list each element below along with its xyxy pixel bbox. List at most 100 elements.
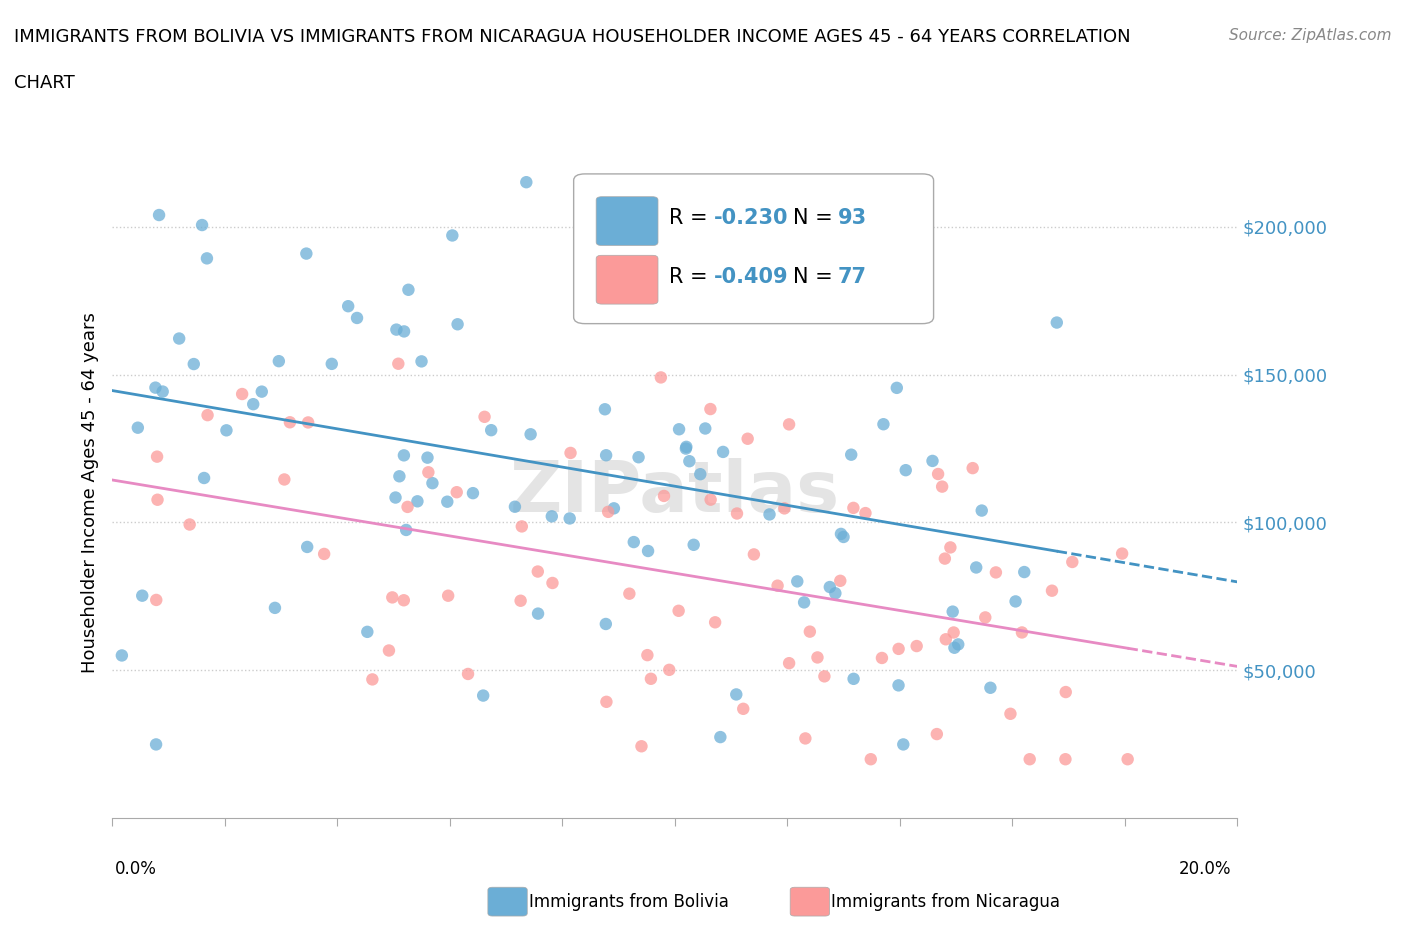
Point <box>264 601 287 616</box>
Point <box>658 662 681 677</box>
Text: Immigrants from Bolivia: Immigrants from Bolivia <box>529 893 728 911</box>
Point <box>905 639 928 654</box>
Point <box>842 671 865 686</box>
Point <box>786 574 808 589</box>
Point <box>195 251 218 266</box>
Point <box>295 246 318 261</box>
Point <box>396 499 419 514</box>
Point <box>148 207 170 222</box>
Point <box>593 402 616 417</box>
Point <box>948 637 970 652</box>
Point <box>675 439 697 454</box>
Point <box>794 731 817 746</box>
Point <box>689 467 711 482</box>
Point <box>183 356 205 371</box>
Point <box>392 448 415 463</box>
Point <box>640 671 662 686</box>
Point <box>742 547 765 562</box>
Point <box>725 506 748 521</box>
Point <box>623 535 645 550</box>
Point <box>503 499 526 514</box>
Point <box>558 511 581 525</box>
Point <box>273 472 295 487</box>
Point <box>295 539 318 554</box>
Point <box>636 647 658 662</box>
Point <box>406 494 429 509</box>
Text: 0.0%: 0.0% <box>115 860 157 878</box>
Point <box>799 624 821 639</box>
Point <box>824 586 846 601</box>
Point <box>695 421 717 436</box>
Point <box>152 384 174 399</box>
Text: -0.230: -0.230 <box>714 208 789 228</box>
Point <box>215 423 238 438</box>
Point <box>1000 707 1022 722</box>
Point <box>630 738 652 753</box>
Point <box>879 243 901 258</box>
Point <box>146 492 169 507</box>
Point <box>793 595 815 610</box>
Point <box>595 617 617 631</box>
Point <box>392 592 415 607</box>
Point <box>437 589 460 604</box>
Point <box>297 415 319 430</box>
Point <box>887 678 910 693</box>
Point <box>748 276 770 291</box>
Point <box>388 469 411 484</box>
Point <box>668 604 690 618</box>
Point <box>943 640 966 655</box>
Point <box>614 302 637 317</box>
Point <box>540 509 562 524</box>
Text: N =: N = <box>793 267 839 286</box>
Point <box>927 467 949 482</box>
Point <box>384 490 406 505</box>
Point <box>894 463 917 478</box>
Point <box>131 589 153 604</box>
Point <box>931 479 953 494</box>
Point <box>737 432 759 446</box>
Point <box>457 667 479 682</box>
Point <box>267 353 290 368</box>
Point <box>111 648 134 663</box>
Point <box>1012 565 1035 579</box>
Point <box>509 593 531 608</box>
Point <box>1054 751 1077 766</box>
Point <box>921 454 943 469</box>
Point <box>146 449 169 464</box>
Point <box>1011 625 1033 640</box>
Point <box>474 409 496 424</box>
Text: R =: R = <box>669 208 714 228</box>
Point <box>321 356 343 371</box>
Point <box>395 523 418 538</box>
Point <box>603 501 626 516</box>
Point <box>925 726 948 741</box>
Point <box>242 397 264 412</box>
Point <box>1046 315 1069 330</box>
Point <box>145 380 167 395</box>
Text: Immigrants from Nicaragua: Immigrants from Nicaragua <box>831 893 1060 911</box>
Point <box>595 695 617 710</box>
Point <box>387 356 409 371</box>
Point <box>479 423 502 438</box>
Point <box>870 650 893 665</box>
Point <box>1040 583 1063 598</box>
Point <box>675 441 697 456</box>
Point <box>193 471 215 485</box>
Point <box>733 701 755 716</box>
Point <box>197 407 219 422</box>
Point <box>519 427 541 442</box>
Point <box>830 526 852 541</box>
Point <box>167 331 190 346</box>
Point <box>515 175 537 190</box>
Point <box>441 228 464 243</box>
Point <box>356 624 378 639</box>
Point <box>773 501 796 516</box>
Point <box>337 299 360 313</box>
Point <box>422 476 444 491</box>
Point <box>1018 751 1040 766</box>
Point <box>250 384 273 399</box>
Point <box>127 420 149 435</box>
Text: 93: 93 <box>838 208 868 228</box>
Point <box>644 310 666 325</box>
Point <box>934 551 956 566</box>
